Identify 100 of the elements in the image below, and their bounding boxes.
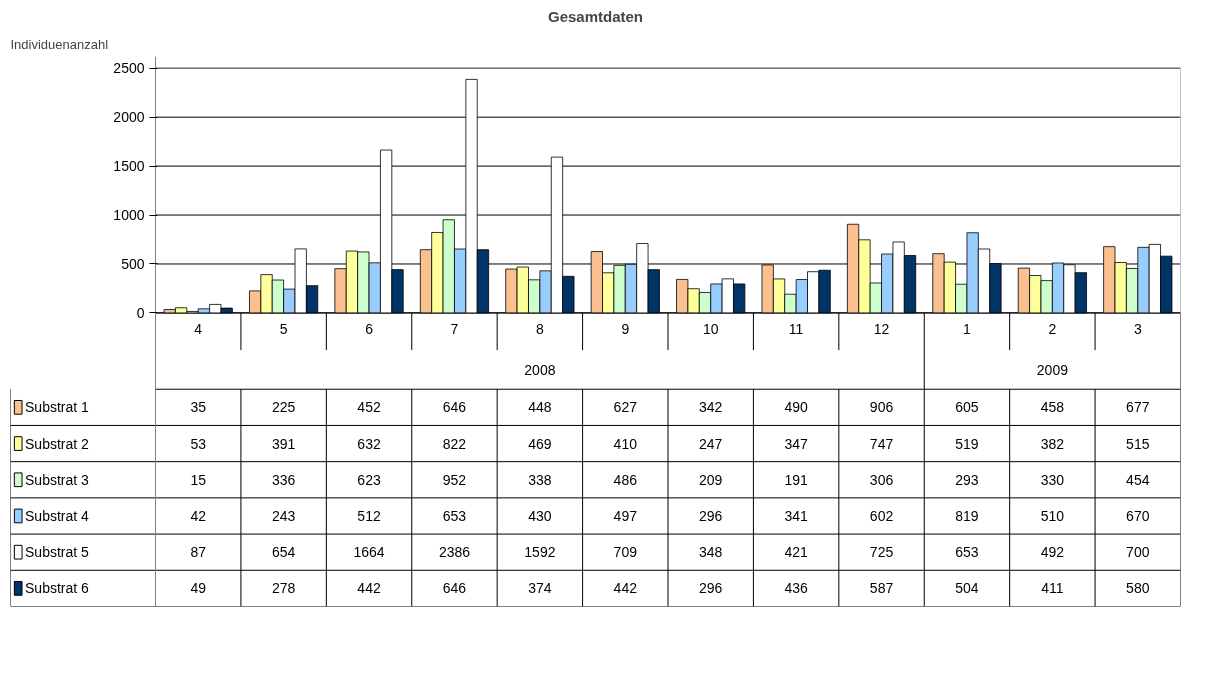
- data-label: 430: [528, 507, 552, 524]
- data-label: 225: [271, 399, 296, 416]
- data-label: 747: [869, 435, 894, 452]
- data-label: 278: [271, 580, 296, 597]
- data-label: 42: [190, 507, 207, 524]
- data-label: 515: [1126, 435, 1150, 452]
- data-label: 906: [869, 399, 894, 416]
- text: 2009: [1036, 361, 1069, 378]
- x-tick-label: 5: [279, 320, 288, 337]
- data-label: 822: [442, 435, 467, 452]
- x-tick-label: 6: [365, 320, 374, 337]
- data-label: 519: [955, 435, 979, 452]
- data-label: 53: [190, 435, 207, 452]
- data-label: 952: [442, 471, 467, 488]
- chart-title: Gesamtdaten: [547, 7, 644, 25]
- data-label: 602: [869, 507, 894, 524]
- x-tick-label: 1: [963, 320, 972, 337]
- data-label: 654: [271, 544, 296, 561]
- data-label: 510: [1040, 507, 1065, 524]
- data-label: 442: [357, 580, 381, 597]
- data-label: 646: [442, 580, 467, 597]
- legend-label: Substrat 4: [25, 507, 90, 524]
- data-label: 2386: [438, 544, 471, 561]
- data-label: 348: [699, 544, 723, 561]
- y-tick-label: 2500: [113, 60, 145, 77]
- data-label: 296: [699, 507, 723, 524]
- y-tick-label: 1000: [113, 207, 145, 224]
- data-label: 342: [699, 399, 723, 416]
- legend-label: Substrat 1: [25, 399, 90, 416]
- data-label: 374: [528, 580, 552, 597]
- data-label: 410: [613, 435, 638, 452]
- legend-label: Substrat 6: [25, 580, 90, 597]
- x-tick-label: 3: [1133, 320, 1142, 337]
- x-tick-label: 12: [873, 320, 890, 337]
- data-label: 469: [528, 435, 552, 452]
- data-label: 1592: [524, 544, 556, 561]
- data-label: 338: [528, 471, 552, 488]
- data-label: 580: [1126, 580, 1150, 597]
- legend-label: Substrat 2: [25, 435, 90, 452]
- data-label: 677: [1126, 399, 1150, 416]
- data-label: 442: [613, 580, 638, 597]
- x-tick-label: 2: [1048, 320, 1057, 337]
- data-label: 247: [699, 435, 723, 452]
- y-axis-title: Individuenanzahl: [10, 36, 109, 52]
- legend-label: Substrat 5: [25, 544, 90, 561]
- data-label: 336: [271, 471, 296, 488]
- data-label: 486: [613, 471, 638, 488]
- data-label: 296: [699, 580, 723, 597]
- y-tick-label: 1500: [113, 158, 145, 175]
- data-label: 490: [784, 399, 809, 416]
- data-label: 448: [528, 399, 552, 416]
- data-label: 709: [613, 544, 638, 561]
- data-label: 15: [190, 471, 207, 488]
- data-label: 632: [357, 435, 381, 452]
- data-label: 725: [869, 544, 894, 561]
- text: 2008: [524, 361, 556, 378]
- x-tick-label: 8: [535, 320, 544, 337]
- data-label: 454: [1126, 471, 1150, 488]
- data-label: 497: [613, 507, 638, 524]
- data-label: 411: [1041, 580, 1064, 597]
- data-label: 330: [1040, 471, 1065, 488]
- data-label: 341: [784, 507, 809, 524]
- data-label: 700: [1126, 544, 1150, 561]
- data-label: 293: [955, 471, 979, 488]
- y-tick-label: 2000: [113, 109, 145, 126]
- data-label: 504: [955, 580, 979, 597]
- data-label: 653: [955, 544, 979, 561]
- data-label: 436: [784, 580, 809, 597]
- x-tick-label: 7: [450, 320, 459, 337]
- data-label: 391: [271, 435, 296, 452]
- data-label: 49: [190, 580, 207, 597]
- data-label: 492: [1040, 544, 1065, 561]
- data-label: 605: [955, 399, 979, 416]
- y-tick-label: 0: [136, 304, 145, 321]
- data-label: 35: [190, 399, 207, 416]
- data-label: 243: [271, 507, 296, 524]
- data-label: 512: [357, 507, 381, 524]
- data-label: 87: [190, 544, 207, 561]
- data-label: 670: [1126, 507, 1150, 524]
- data-label: 458: [1040, 399, 1065, 416]
- data-label: 347: [784, 435, 809, 452]
- data-label: 191: [784, 471, 809, 488]
- data-label: 653: [442, 507, 467, 524]
- data-label: 646: [442, 399, 467, 416]
- data-label: 1664: [353, 544, 385, 561]
- data-label: 382: [1040, 435, 1065, 452]
- data-label: 623: [357, 471, 381, 488]
- x-tick-label: 4: [194, 320, 203, 337]
- data-label: 421: [784, 544, 809, 561]
- x-tick-label: 9: [621, 320, 630, 337]
- data-label: 587: [869, 580, 894, 597]
- legend-label: Substrat 3: [25, 471, 90, 488]
- y-tick-label: 500: [121, 255, 145, 272]
- data-label: 209: [699, 471, 723, 488]
- data-label: 452: [357, 399, 381, 416]
- x-tick-label: 11: [788, 320, 804, 337]
- data-label: 627: [613, 399, 638, 416]
- data-label: 819: [955, 507, 979, 524]
- data-label: 306: [869, 471, 894, 488]
- x-tick-label: 10: [702, 320, 719, 337]
